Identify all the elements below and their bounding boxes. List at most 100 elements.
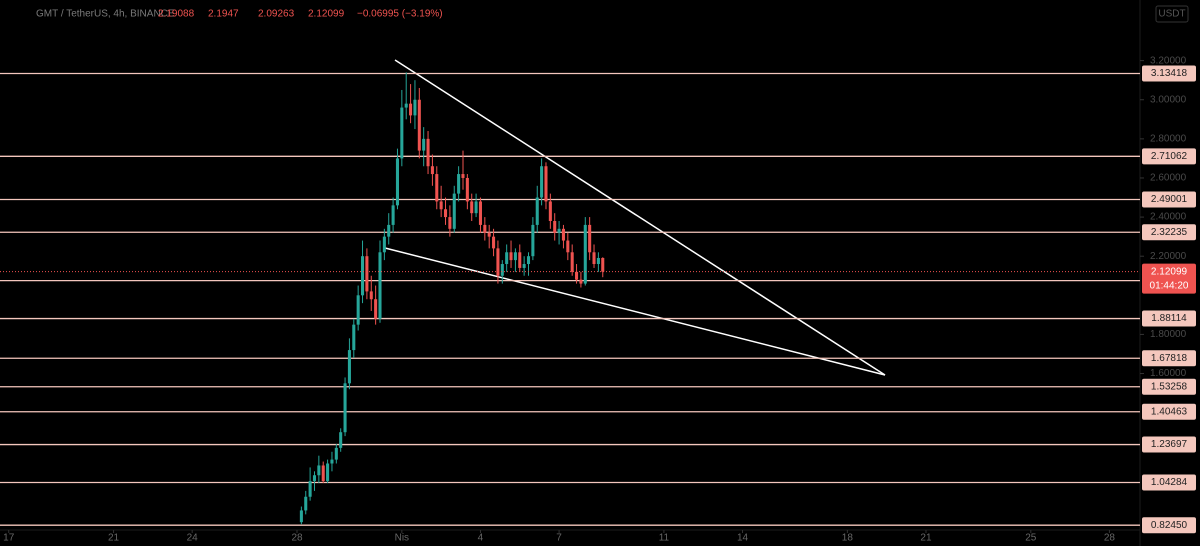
candle-body <box>544 166 548 202</box>
candle-body <box>596 257 600 265</box>
candle-body <box>522 264 526 268</box>
candle-body <box>588 224 592 253</box>
y-tick-label: 2.80000 <box>1150 133 1187 144</box>
level-label: 1.23697 <box>1151 439 1188 450</box>
candle-body <box>513 252 517 261</box>
y-tick-label: 3.00000 <box>1150 94 1187 105</box>
currency-label[interactable]: USDT <box>1158 9 1185 20</box>
candle-body <box>457 174 461 194</box>
candle-body <box>579 279 583 284</box>
level-label: 2.71062 <box>1151 151 1188 162</box>
candle-body <box>413 99 417 116</box>
candle-body <box>566 240 570 253</box>
level-label-box <box>1142 474 1196 491</box>
candle-body <box>443 209 448 218</box>
candle-body <box>404 103 408 108</box>
candle-body <box>478 201 482 225</box>
x-tick-label: 17 <box>3 533 15 544</box>
candle-body <box>535 197 539 225</box>
candle-body <box>487 232 491 237</box>
level-label-box <box>1142 65 1196 82</box>
candle-body <box>409 103 413 116</box>
countdown-label: 01:44:20 <box>1150 280 1189 291</box>
level-label-box <box>1142 310 1196 327</box>
candle-body <box>330 459 334 464</box>
candle-body <box>352 324 356 351</box>
x-tick-label: 28 <box>1104 533 1116 544</box>
candle-body <box>378 252 382 319</box>
candle-body <box>321 465 325 482</box>
change-value: −0.06995 (−3.19%) <box>357 9 443 20</box>
candle-body <box>422 138 426 151</box>
candle-body <box>347 350 351 384</box>
level-label: 1.40463 <box>1151 406 1188 417</box>
y-tick-label: 2.60000 <box>1150 173 1187 184</box>
level-label: 2.49001 <box>1151 194 1188 205</box>
candle-body <box>326 463 330 482</box>
candle-body <box>601 257 605 272</box>
high-value: 2.1947 <box>208 9 239 20</box>
level-label: 1.88114 <box>1151 313 1187 324</box>
x-tick-label: 21 <box>108 533 120 544</box>
candle-body <box>304 496 308 511</box>
candle-body <box>308 481 312 497</box>
candle-body <box>470 201 474 214</box>
candle-body <box>426 138 430 167</box>
x-tick-label: 11 <box>659 533 670 544</box>
candle-body <box>561 228 565 241</box>
x-tick-label: Nis <box>395 533 409 544</box>
level-label: 1.67818 <box>1151 353 1188 364</box>
y-tick-label: 1.80000 <box>1150 329 1187 340</box>
candle-body <box>531 224 535 257</box>
x-tick-label: 24 <box>187 533 199 544</box>
candle-body <box>505 252 509 265</box>
candle-body <box>382 236 386 253</box>
candle-body <box>395 158 399 206</box>
level-label-box <box>1142 191 1196 208</box>
y-tick-label: 2.40000 <box>1150 212 1187 223</box>
y-tick-label: 2.20000 <box>1150 251 1187 262</box>
candle-body <box>526 256 531 265</box>
level-label: 1.53258 <box>1151 381 1188 392</box>
currency-box[interactable] <box>1155 5 1189 23</box>
level-label-box <box>1142 517 1196 534</box>
candle-body <box>583 224 587 284</box>
candle-body <box>592 252 596 265</box>
trend-line <box>394 59 886 376</box>
candle-body <box>430 166 434 175</box>
candle-body <box>465 177 469 202</box>
candle-body <box>540 166 544 198</box>
candle-body <box>500 264 504 276</box>
x-tick-label: 18 <box>842 533 854 544</box>
candle-body <box>356 295 360 325</box>
level-label: 3.13418 <box>1151 68 1188 79</box>
x-tick-label: 21 <box>920 533 932 544</box>
x-tick-label: 14 <box>737 533 749 544</box>
candle-body <box>496 248 500 276</box>
candle-body <box>365 256 369 292</box>
candle-body <box>361 256 365 296</box>
candle-body <box>391 205 395 225</box>
x-tick-label: 28 <box>291 533 303 544</box>
x-tick-label: 7 <box>556 533 562 544</box>
low-value: 2.09263 <box>258 9 295 20</box>
candle-body <box>474 201 478 214</box>
level-label-box <box>1142 148 1196 165</box>
candle-body <box>343 383 347 433</box>
x-tick-label: 4 <box>478 533 484 544</box>
candle-body <box>553 220 557 233</box>
level-label-box <box>1142 224 1196 241</box>
close-value: 2.12099 <box>308 9 345 20</box>
candle-body <box>492 236 496 249</box>
level-label-box <box>1142 350 1196 367</box>
symbol-title: GMT / TetherUS, 4h, BINANCE <box>36 9 175 20</box>
candle-body <box>312 475 317 482</box>
candle-body <box>317 465 321 476</box>
candle-body <box>339 432 343 448</box>
candle-body <box>452 193 456 229</box>
candle-body <box>570 252 574 272</box>
x-tick-label: 25 <box>1025 533 1037 544</box>
candle-body <box>400 107 404 159</box>
y-tick-label: 1.60000 <box>1150 368 1187 379</box>
candle-body <box>387 224 391 237</box>
